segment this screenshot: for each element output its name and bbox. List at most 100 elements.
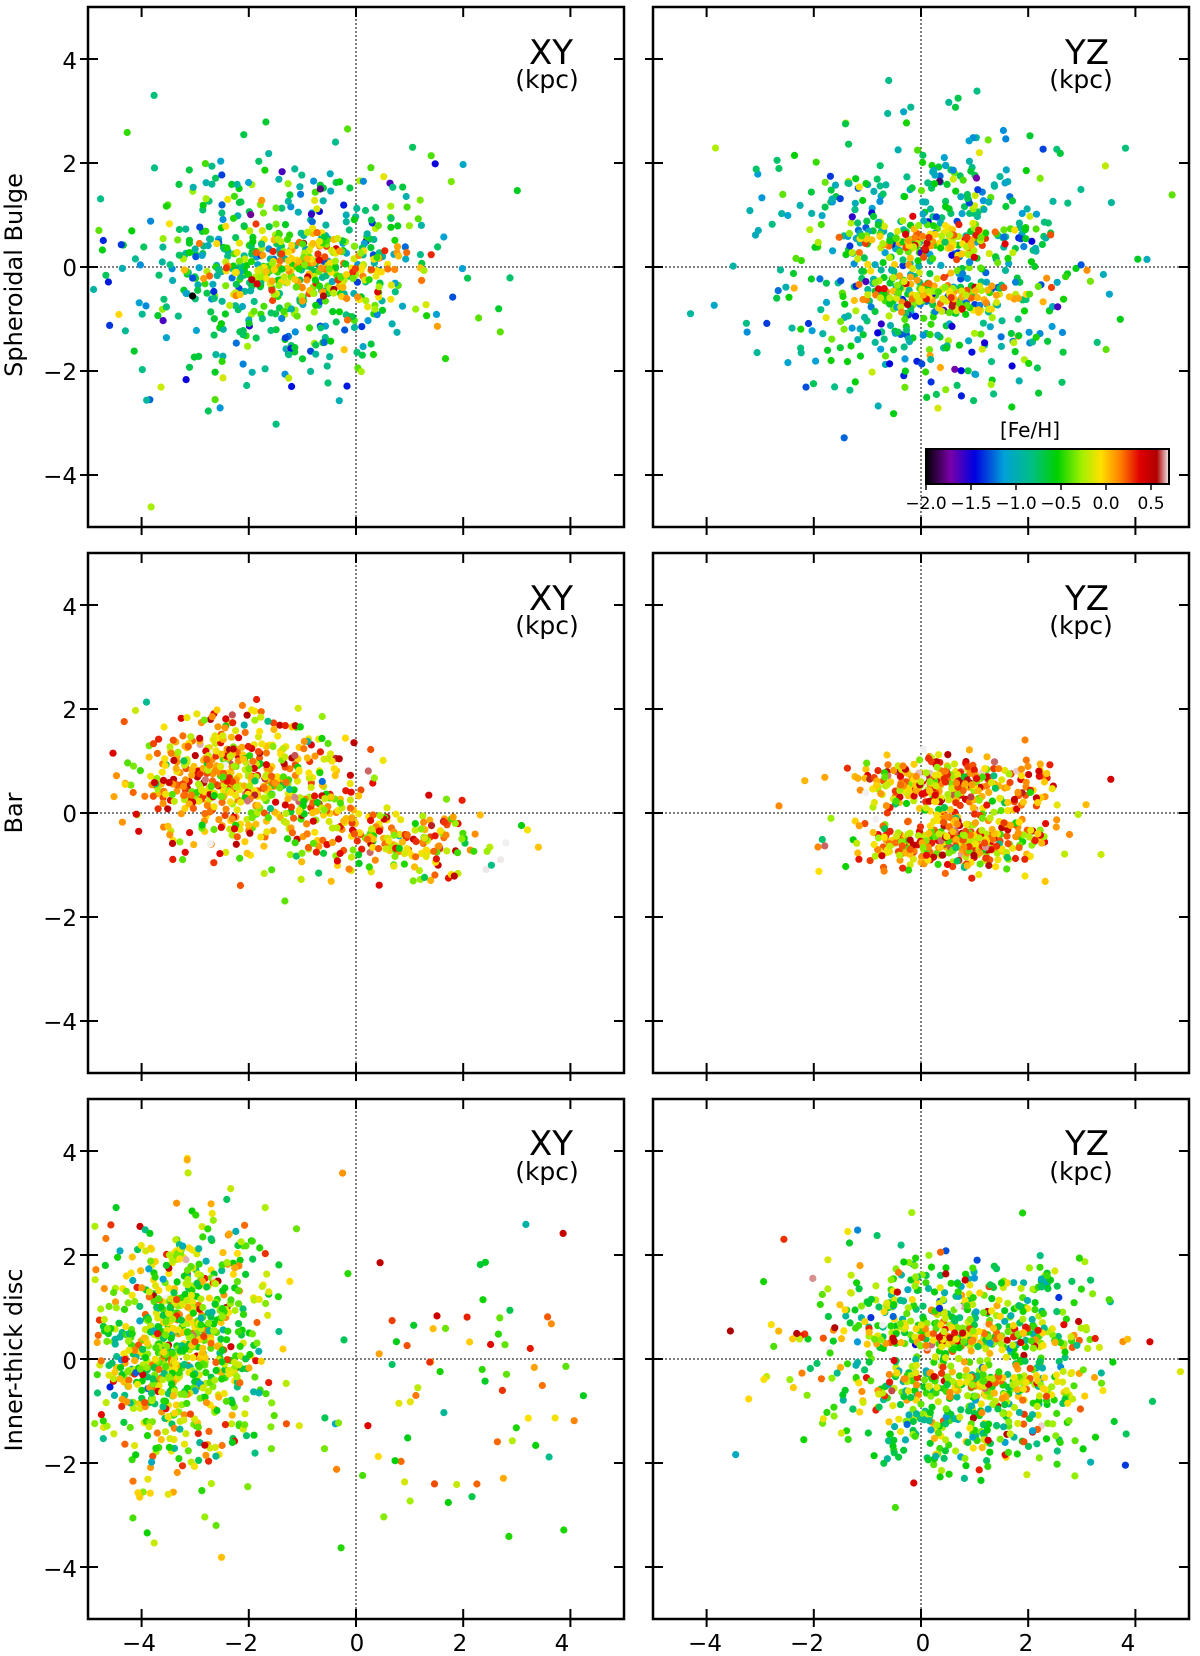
scatter-point bbox=[945, 1470, 953, 1478]
scatter-point bbox=[169, 1315, 177, 1323]
scatter-point bbox=[154, 1330, 162, 1338]
scatter-point bbox=[275, 1261, 283, 1269]
scatter-point bbox=[997, 333, 1005, 341]
scatter-point bbox=[1034, 1411, 1042, 1419]
scatter-point bbox=[283, 235, 292, 243]
scatter-point bbox=[909, 265, 917, 273]
scatter-point bbox=[183, 1266, 192, 1274]
scatter-point bbox=[145, 753, 153, 761]
scatter-point bbox=[939, 1296, 947, 1304]
scatter-point bbox=[890, 1436, 898, 1444]
scatter-point bbox=[155, 1286, 163, 1295]
scatter-point bbox=[900, 277, 908, 286]
scatter-point bbox=[261, 1204, 269, 1212]
scatter-point bbox=[895, 1415, 903, 1423]
scatter-point bbox=[992, 1265, 1001, 1273]
scatter-point bbox=[1021, 226, 1029, 234]
scatter-point bbox=[257, 833, 265, 841]
scatter-point bbox=[982, 229, 990, 237]
scatter-point bbox=[856, 1408, 864, 1416]
scatter-point bbox=[140, 243, 148, 251]
scatter-point bbox=[743, 328, 751, 336]
scatter-point bbox=[947, 269, 955, 277]
scatter-point bbox=[375, 881, 383, 889]
scatter-point bbox=[213, 1406, 221, 1415]
scatter-point bbox=[929, 168, 937, 176]
scatter-point bbox=[899, 217, 907, 225]
scatter-point bbox=[309, 289, 317, 297]
scatter-point bbox=[240, 222, 248, 230]
scatter-point bbox=[422, 846, 430, 854]
scatter-point bbox=[1026, 1364, 1034, 1372]
scatter-point bbox=[233, 1249, 242, 1258]
scatter-point bbox=[963, 274, 972, 283]
scatter-point bbox=[977, 233, 985, 241]
scatter-point bbox=[268, 791, 276, 799]
scatter-point bbox=[993, 298, 1001, 307]
scatter-point bbox=[1020, 1438, 1028, 1446]
scatter-point bbox=[154, 805, 162, 813]
scatter-point bbox=[1003, 853, 1011, 862]
scatter-point bbox=[934, 404, 942, 412]
scatter-point bbox=[990, 765, 998, 773]
scatter-point bbox=[1035, 389, 1043, 397]
scatter-point bbox=[995, 765, 1003, 773]
scatter-point bbox=[93, 1371, 101, 1379]
scatter-point bbox=[232, 783, 240, 791]
scatter-point bbox=[251, 1449, 259, 1457]
scatter-point bbox=[147, 503, 155, 511]
scatter-point bbox=[261, 365, 269, 373]
scatter-point bbox=[194, 780, 203, 788]
scatter-point bbox=[870, 187, 878, 195]
scatter-point bbox=[124, 1367, 132, 1375]
scatter-point bbox=[1015, 377, 1023, 385]
scatter-point bbox=[1064, 199, 1072, 207]
scatter-point bbox=[131, 1442, 139, 1450]
scatter-point bbox=[1020, 243, 1028, 251]
scatter-point bbox=[955, 1372, 964, 1380]
scatter-point bbox=[255, 754, 264, 762]
row-label-bar: Bar bbox=[0, 792, 28, 833]
scatter-point bbox=[808, 327, 816, 335]
scatter-point bbox=[248, 814, 256, 822]
scatter-point bbox=[532, 1441, 540, 1449]
scatter-point bbox=[249, 757, 257, 765]
scatter-point bbox=[195, 264, 203, 272]
scatter-point bbox=[903, 326, 911, 334]
scatter-point bbox=[898, 842, 906, 850]
scatter-point bbox=[1032, 247, 1040, 255]
scatter-point bbox=[925, 288, 933, 296]
scatter-point bbox=[836, 344, 844, 352]
scatter-point bbox=[432, 310, 441, 318]
scatter-point bbox=[1042, 1435, 1051, 1443]
scatter-point bbox=[165, 779, 173, 787]
scatter-point bbox=[954, 1288, 962, 1296]
scatter-point bbox=[110, 1375, 118, 1383]
scatter-point bbox=[842, 251, 850, 259]
scatter-point bbox=[883, 751, 891, 759]
scatter-point bbox=[257, 1357, 265, 1365]
scatter-point bbox=[275, 175, 283, 183]
scatter-point bbox=[380, 1513, 388, 1521]
scatter-point bbox=[951, 103, 960, 111]
scatter-point bbox=[195, 1245, 203, 1253]
scatter-point bbox=[1025, 1264, 1034, 1272]
scatter-point bbox=[240, 721, 248, 729]
scatter-point bbox=[153, 1429, 161, 1437]
scatter-point bbox=[198, 786, 206, 794]
scatter-point bbox=[908, 184, 916, 192]
scatter-point bbox=[103, 1337, 111, 1345]
scatter-point bbox=[1077, 261, 1085, 269]
scatter-point bbox=[307, 783, 315, 792]
scatter-point bbox=[350, 323, 359, 332]
scatter-point bbox=[344, 1270, 352, 1278]
scatter-point bbox=[969, 1264, 977, 1272]
scatter-point bbox=[982, 278, 991, 286]
scatter-point bbox=[387, 202, 395, 210]
scatter-point bbox=[823, 1408, 831, 1416]
scatter-point bbox=[162, 1261, 170, 1269]
scatter-point bbox=[901, 1436, 910, 1444]
scatter-point bbox=[181, 804, 189, 813]
scatter-point bbox=[883, 809, 891, 817]
scatter-point bbox=[997, 1279, 1006, 1287]
